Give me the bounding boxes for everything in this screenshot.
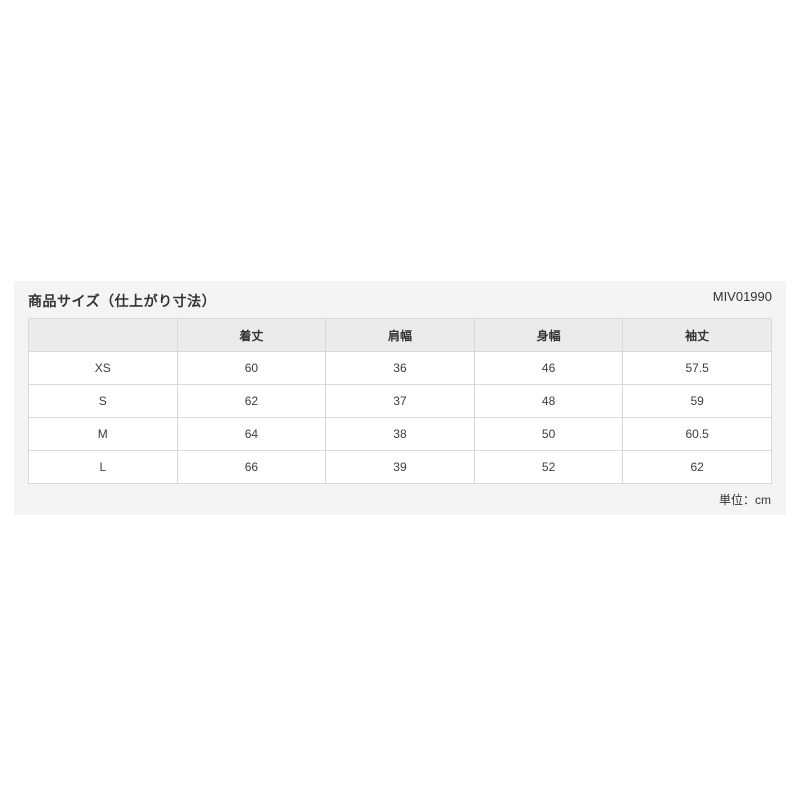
size-label: M [28,417,178,451]
column-header-sleeve-length: 袖丈 [622,318,772,352]
cell-value: 38 [325,417,475,451]
column-header-shoulder-width: 肩幅 [325,318,475,352]
panel-header: 商品サイズ（仕上がり寸法） MIV01990 [14,281,786,318]
cell-value: 50 [473,417,624,451]
cell-value: 64 [176,417,327,451]
product-size-panel: 商品サイズ（仕上がり寸法） MIV01990 着丈 肩幅 身幅 袖丈 XS 60… [14,281,786,515]
cell-value: 60 [176,351,327,385]
unit-label: 単位：cm [719,493,771,507]
cell-value: 36 [325,351,475,385]
size-label: S [28,384,178,418]
table-row-s: S 62 37 48 59 [28,384,772,418]
cell-value: 39 [325,450,475,484]
panel-title: 商品サイズ（仕上がり寸法） [28,293,217,309]
cell-value: 57.5 [622,351,772,385]
cell-value: 62 [176,384,327,418]
cell-value: 52 [473,450,624,484]
cell-value: 48 [473,384,624,418]
size-label: XS [28,351,178,385]
size-table: 着丈 肩幅 身幅 袖丈 XS 60 36 46 57.5 S 62 37 48 … [28,318,772,484]
cell-value: 37 [325,384,475,418]
column-header-size [28,318,178,352]
table-row-l: L 66 39 52 62 [28,450,772,484]
cell-value: 66 [176,450,327,484]
product-code: MIV01990 [712,289,772,304]
column-header-body-width: 身幅 [473,318,624,352]
size-table-header-row: 着丈 肩幅 身幅 袖丈 [28,318,772,352]
cell-value: 59 [622,384,772,418]
column-header-body-length: 着丈 [176,318,327,352]
cell-value: 60.5 [622,417,772,451]
size-label: L [28,450,178,484]
table-row-m: M 64 38 50 60.5 [28,417,772,451]
cell-value: 62 [622,450,772,484]
cell-value: 46 [473,351,624,385]
table-row-xs: XS 60 36 46 57.5 [28,351,772,385]
